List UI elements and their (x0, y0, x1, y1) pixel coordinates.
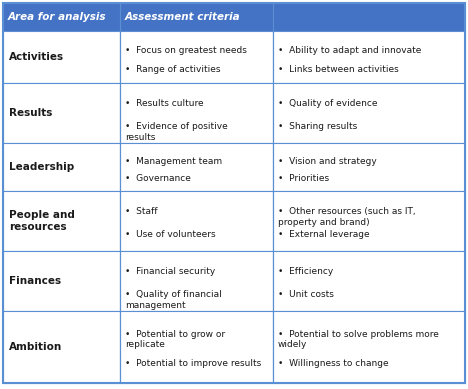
Bar (120, 143, 273, 191)
Text: •  Links between activities: • Links between activities (278, 65, 399, 74)
Text: •  Staff: • Staff (125, 207, 158, 216)
Text: Activities: Activities (9, 52, 64, 62)
Text: •  Range of activities: • Range of activities (125, 65, 220, 74)
Bar (273, 31, 465, 83)
Bar (273, 251, 465, 311)
Bar (273, 143, 465, 191)
Text: •  Sharing results: • Sharing results (278, 122, 357, 131)
Text: Leadership: Leadership (9, 162, 74, 172)
Text: •  Willingness to change: • Willingness to change (278, 359, 388, 368)
Bar (273, 3, 465, 31)
Bar (120, 191, 273, 251)
Text: •  Unit costs: • Unit costs (278, 290, 334, 299)
Text: •  Financial security: • Financial security (125, 267, 215, 276)
Text: Ambition: Ambition (9, 342, 62, 352)
Bar (3, 191, 120, 251)
Text: •  Other resources (such as IT,
property and brand): • Other resources (such as IT, property … (278, 207, 416, 227)
Text: •  Efficiency: • Efficiency (278, 267, 333, 276)
Text: •  Use of volunteers: • Use of volunteers (125, 230, 216, 239)
Text: •  Evidence of positive
results: • Evidence of positive results (125, 122, 228, 142)
Text: Area for analysis: Area for analysis (8, 12, 107, 22)
Bar (3, 3, 120, 31)
Text: Assessment criteria: Assessment criteria (125, 12, 241, 22)
Text: •  Quality of evidence: • Quality of evidence (278, 99, 378, 108)
Text: •  Management team: • Management team (125, 157, 222, 166)
Bar (3, 83, 120, 143)
Text: •  Vision and strategy: • Vision and strategy (278, 157, 377, 166)
Text: •  External leverage: • External leverage (278, 230, 370, 239)
Bar (273, 191, 465, 251)
Text: •  Potential to solve problems more
widely: • Potential to solve problems more widel… (278, 329, 439, 349)
Bar (3, 31, 120, 83)
Text: •  Potential to improve results: • Potential to improve results (125, 359, 261, 368)
Bar (120, 3, 273, 31)
Bar (3, 311, 120, 383)
Text: •  Results culture: • Results culture (125, 99, 204, 108)
Text: •  Quality of financial
management: • Quality of financial management (125, 290, 222, 310)
Text: •  Potential to grow or
replicate: • Potential to grow or replicate (125, 329, 225, 349)
Bar (120, 83, 273, 143)
Text: •  Focus on greatest needs: • Focus on greatest needs (125, 46, 247, 54)
Bar (120, 31, 273, 83)
Bar (3, 143, 120, 191)
Bar (273, 311, 465, 383)
Text: •  Ability to adapt and innovate: • Ability to adapt and innovate (278, 46, 421, 54)
Bar (3, 251, 120, 311)
Bar (3, 3, 465, 31)
Bar (120, 251, 273, 311)
Text: Finances: Finances (9, 276, 61, 286)
Bar (273, 83, 465, 143)
Text: People and
resources: People and resources (9, 210, 75, 232)
Text: •  Priorities: • Priorities (278, 174, 329, 183)
Text: •  Governance: • Governance (125, 174, 191, 183)
Bar (120, 311, 273, 383)
Text: Results: Results (9, 108, 52, 118)
